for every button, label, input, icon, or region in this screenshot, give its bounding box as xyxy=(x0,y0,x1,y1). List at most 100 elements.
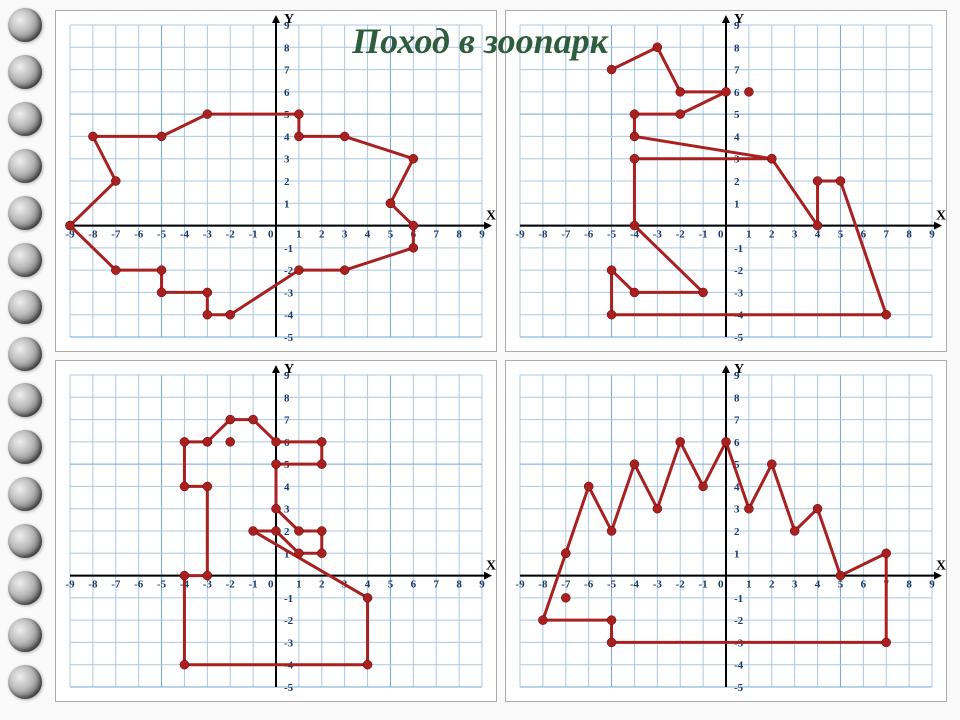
svg-text:-6: -6 xyxy=(134,229,144,241)
vertex-point xyxy=(157,288,166,297)
vertex-point xyxy=(813,504,822,513)
svg-text:-6: -6 xyxy=(584,229,594,241)
page-title: Поход в зоопарк xyxy=(0,20,960,62)
vertex-point xyxy=(722,87,731,96)
svg-text:7: 7 xyxy=(284,415,290,427)
vertex-point xyxy=(607,65,616,74)
svg-text:5: 5 xyxy=(388,229,394,241)
svg-text:7: 7 xyxy=(734,415,740,427)
svg-text:5: 5 xyxy=(838,229,844,241)
svg-text:1: 1 xyxy=(296,229,302,241)
vertex-point xyxy=(294,549,303,558)
svg-text:2: 2 xyxy=(319,579,325,591)
vertex-point xyxy=(790,527,799,536)
svg-text:-2: -2 xyxy=(226,229,236,241)
svg-text:4: 4 xyxy=(365,229,371,241)
svg-text:1: 1 xyxy=(734,198,740,210)
svg-text:-3: -3 xyxy=(734,287,744,299)
spiral-binding xyxy=(0,0,50,720)
svg-text:-1: -1 xyxy=(284,243,293,255)
vertex-point xyxy=(226,437,235,446)
svg-text:5: 5 xyxy=(388,579,394,591)
vertex-point xyxy=(630,132,639,141)
vertex-point xyxy=(157,132,166,141)
svg-text:-1: -1 xyxy=(734,243,743,255)
svg-text:3: 3 xyxy=(792,579,798,591)
vertex-point xyxy=(561,549,570,558)
svg-text:-5: -5 xyxy=(157,579,167,591)
vertex-point xyxy=(722,437,731,446)
vertex-point xyxy=(744,87,753,96)
coord-grid: -9-8-7-6-5-4-3-2-1123456789-5-4-3-2-1123… xyxy=(56,361,496,701)
svg-text:-2: -2 xyxy=(676,579,686,591)
vertex-point xyxy=(676,437,685,446)
svg-text:X: X xyxy=(486,559,496,574)
vertex-point xyxy=(203,571,212,580)
svg-text:8: 8 xyxy=(456,579,462,591)
vertex-point xyxy=(699,482,708,491)
svg-text:1: 1 xyxy=(734,548,740,560)
svg-text:0: 0 xyxy=(718,579,724,591)
svg-text:-4: -4 xyxy=(284,310,294,322)
svg-text:4: 4 xyxy=(284,481,290,493)
vertex-point xyxy=(561,593,570,602)
vertex-point xyxy=(386,199,395,208)
vertex-point xyxy=(607,638,616,647)
svg-text:6: 6 xyxy=(411,579,417,591)
vertex-point xyxy=(607,616,616,625)
svg-text:-2: -2 xyxy=(734,615,744,627)
vertex-point xyxy=(157,266,166,275)
vertex-point xyxy=(584,482,593,491)
vertex-point xyxy=(226,310,235,319)
svg-text:X: X xyxy=(936,559,946,574)
svg-text:-3: -3 xyxy=(653,229,663,241)
vertex-point xyxy=(203,110,212,119)
svg-text:-5: -5 xyxy=(734,332,744,344)
svg-text:6: 6 xyxy=(861,579,867,591)
coord-grid: -9-8-7-6-5-4-3-2-1123456789-5-4-3-2-1123… xyxy=(506,361,946,701)
svg-text:4: 4 xyxy=(734,131,740,143)
page: { "title": "Поход в зоопарк", "title_col… xyxy=(0,0,960,720)
vertex-point xyxy=(363,593,372,602)
vertex-point xyxy=(203,437,212,446)
vertex-point xyxy=(767,154,776,163)
svg-text:0: 0 xyxy=(268,579,274,591)
vertex-point xyxy=(340,132,349,141)
svg-text:-8: -8 xyxy=(538,579,548,591)
coord-grid: -9-8-7-6-5-4-3-2-1123456789-5-4-3-2-1123… xyxy=(506,11,946,351)
svg-text:-9: -9 xyxy=(65,579,75,591)
svg-text:-1: -1 xyxy=(249,229,258,241)
svg-text:Y: Y xyxy=(284,362,294,377)
vertex-point xyxy=(630,221,639,230)
vertex-point xyxy=(653,504,662,513)
vertex-point xyxy=(88,132,97,141)
svg-text:4: 4 xyxy=(815,229,821,241)
svg-text:3: 3 xyxy=(792,229,798,241)
vertex-point xyxy=(882,638,891,647)
vertex-point xyxy=(111,266,120,275)
svg-text:2: 2 xyxy=(769,229,775,241)
svg-text:X: X xyxy=(936,209,946,224)
svg-text:-4: -4 xyxy=(734,660,744,672)
vertex-point xyxy=(630,288,639,297)
figure-path xyxy=(543,442,886,643)
svg-text:-4: -4 xyxy=(180,229,190,241)
svg-text:8: 8 xyxy=(906,579,912,591)
vertex-point xyxy=(180,482,189,491)
vertex-point xyxy=(676,87,685,96)
coord-grid: -9-8-7-6-5-4-3-2-1123456789-5-4-3-2-1123… xyxy=(56,11,496,351)
svg-text:2: 2 xyxy=(284,526,290,538)
svg-text:5: 5 xyxy=(838,579,844,591)
svg-text:8: 8 xyxy=(906,229,912,241)
vertex-point xyxy=(744,504,753,513)
svg-text:-7: -7 xyxy=(561,229,571,241)
svg-text:-8: -8 xyxy=(88,579,98,591)
svg-text:9: 9 xyxy=(929,579,935,591)
svg-text:-7: -7 xyxy=(561,579,571,591)
vertex-point xyxy=(180,660,189,669)
vertex-point xyxy=(607,527,616,536)
svg-text:4: 4 xyxy=(365,579,371,591)
svg-text:-2: -2 xyxy=(226,579,236,591)
svg-text:-7: -7 xyxy=(111,579,121,591)
svg-text:2: 2 xyxy=(734,176,740,188)
